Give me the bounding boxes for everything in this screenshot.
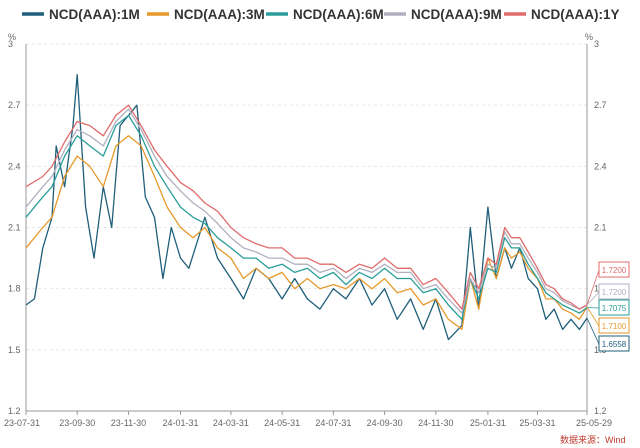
x-tick-label: 24-03-31 [213, 418, 249, 428]
end-value-label: 1.7200 [602, 266, 627, 275]
end-label-box [598, 283, 630, 300]
y-tick-label-left: 2.1 [8, 223, 21, 233]
legend-label: NCD(AAA):1M [49, 7, 140, 22]
x-tick-label: 24-09-30 [367, 418, 403, 428]
axes [25, 44, 588, 412]
legend-label: NCD(AAA):9M [411, 7, 502, 22]
end-label-leader [586, 291, 600, 306]
y-tick-label-right: 3 [594, 39, 599, 49]
legend-item[interactable]: NCD(AAA):6M [266, 7, 384, 22]
y-tick-label-left: 1.2 [8, 406, 21, 416]
legend-item[interactable]: NCD(AAA):9M [384, 7, 502, 22]
x-tick-label: 25-03-31 [519, 418, 555, 428]
x-tick-label: 25-05-29 [576, 418, 612, 428]
end-value-label: 1.6558 [602, 340, 627, 349]
legend-label: NCD(AAA):3M [174, 7, 265, 22]
y-tick-label-left: 3 [8, 39, 13, 49]
y-tick-label-left: 1.5 [8, 345, 21, 355]
y-tick-label-right: 1.2 [594, 406, 607, 416]
x-tick-label: 23-09-30 [59, 418, 95, 428]
x-axis: 23-07-31 23-09-30 23-11-30 24-01-31 24-03-31… [4, 411, 612, 428]
legend-label: NCD(AAA):1Y [531, 7, 620, 22]
x-tick-label: 25-01-31 [470, 418, 506, 428]
series-lines [25, 73, 588, 341]
y-tick-label-right: 2.7 [594, 100, 607, 110]
end-label-box [598, 335, 630, 352]
y-axis-right: 1.21.51.82.12.42.73 [594, 39, 607, 416]
y-tick-label-right: 2.4 [594, 161, 607, 171]
y-tick-label-left: 1.8 [8, 284, 21, 294]
legend-item[interactable]: NCD(AAA):1Y [504, 7, 620, 22]
y-tick-label-left: 2.7 [8, 100, 21, 110]
end-value-label: 1.7075 [602, 304, 627, 313]
end-label-leader [586, 269, 600, 306]
left-axis-unit: % [8, 32, 16, 42]
legend-item[interactable]: NCD(AAA):1M [22, 7, 140, 22]
end-value-label: 1.7100 [602, 322, 627, 331]
x-tick-label: 24-05-31 [264, 418, 300, 428]
series-line [25, 104, 588, 310]
legend-item[interactable]: NCD(AAA):3M [147, 7, 265, 22]
grid [26, 43, 587, 351]
end-label-leader [586, 317, 600, 345]
legend-label: NCD(AAA):6M [293, 7, 384, 22]
x-tick-label: 24-07-31 [315, 418, 351, 428]
x-tick-label: 23-11-30 [111, 418, 146, 428]
source-note: 数据来源：Wind [560, 434, 626, 445]
right-axis-unit: % [585, 32, 593, 42]
end-label-box [598, 299, 630, 316]
end-label-box [598, 317, 630, 334]
end-label-leader [586, 306, 600, 327]
end-label-box [598, 261, 630, 278]
series-line [25, 135, 588, 331]
series-line [25, 114, 588, 320]
x-tick-label: 24-01-31 [163, 418, 199, 428]
legend: NCD(AAA):1M NCD(AAA):3M NCD(AAA):6M NCD(AAA… [22, 7, 620, 22]
series-line [25, 73, 588, 341]
end-labels: 1.7200 1.7200 1.7075 1.7100 1.6558 [586, 261, 630, 352]
y-tick-label-right: 2.1 [594, 223, 607, 233]
x-tick-label: 23-07-31 [4, 418, 40, 428]
y-tick-label-left: 2.4 [8, 161, 21, 171]
end-value-label: 1.7200 [602, 288, 627, 297]
x-tick-label: 24-11-30 [418, 418, 453, 428]
series-line [25, 108, 588, 314]
y-axis-left: 1.2 1.5 1.8 2.1 2.4 2.7 3 [8, 39, 21, 416]
